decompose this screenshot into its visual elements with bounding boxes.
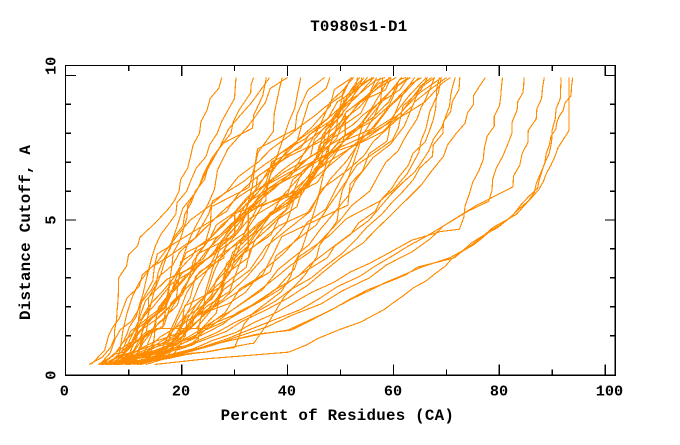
svg-text:5: 5 xyxy=(42,215,60,224)
svg-text:0: 0 xyxy=(42,371,60,380)
svg-text:Percent of Residues (CA): Percent of Residues (CA) xyxy=(221,407,455,425)
svg-text:100: 100 xyxy=(596,382,623,400)
svg-text:Distance Cutoff, A: Distance Cutoff, A xyxy=(17,145,35,320)
svg-text:80: 80 xyxy=(490,382,508,400)
svg-text:T0980s1-D1: T0980s1-D1 xyxy=(310,18,407,36)
svg-text:0: 0 xyxy=(60,382,69,400)
svg-text:20: 20 xyxy=(172,382,190,400)
svg-text:40: 40 xyxy=(278,382,296,400)
svg-text:60: 60 xyxy=(384,382,402,400)
svg-text:10: 10 xyxy=(42,57,60,75)
